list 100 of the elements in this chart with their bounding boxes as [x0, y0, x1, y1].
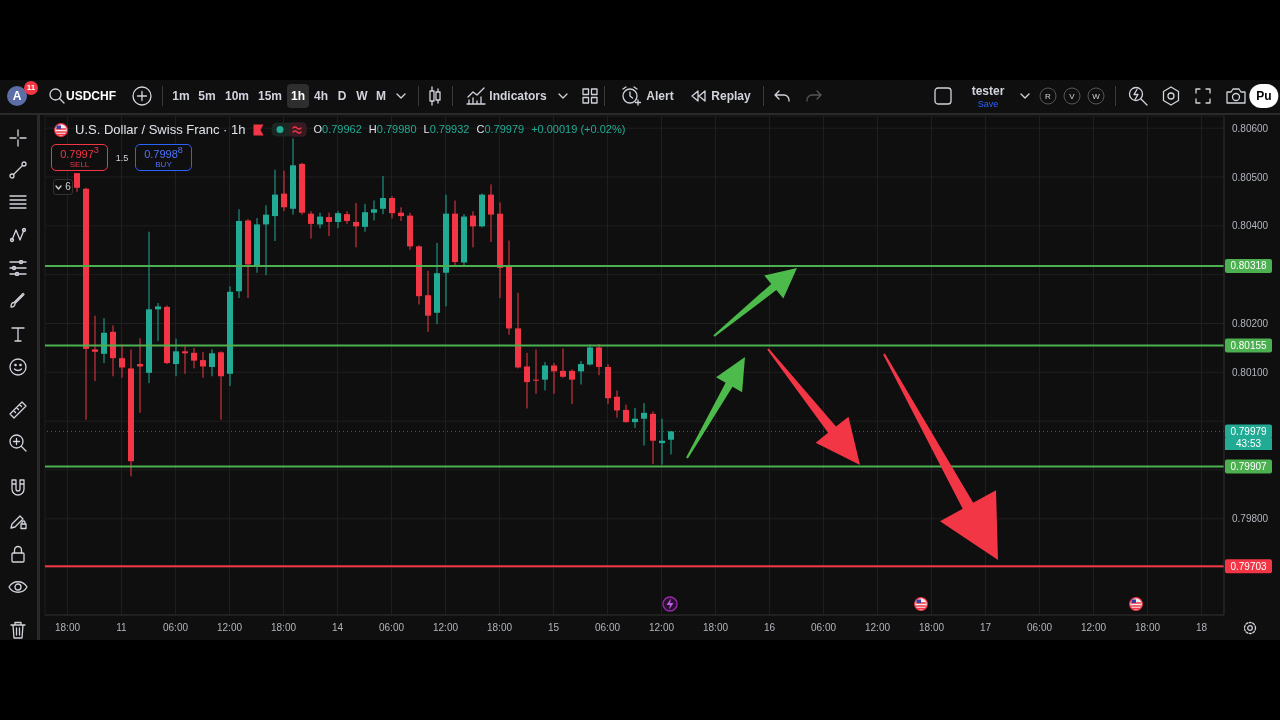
annotation: BUY [155, 160, 172, 170]
candlestick [209, 348, 215, 377]
text: R [1039, 87, 1057, 105]
candlestick [344, 210, 350, 225]
annotation: 6 [65, 181, 71, 192]
text: Pu [1249, 84, 1279, 108]
candlestick [281, 170, 287, 212]
candlestick [362, 203, 368, 233]
x-tick-label: 06:00 [162, 622, 189, 634]
button: 6 [53, 179, 73, 195]
candlestick [119, 344, 125, 379]
x-tick-label: 12:00 [864, 622, 891, 634]
candlestick [101, 317, 107, 364]
text: V [1063, 87, 1081, 105]
y-tick-label: 0.79800 [1232, 513, 1269, 525]
candlestick [524, 352, 530, 409]
x-tick-label: 06:00 [1026, 622, 1053, 634]
candlestick [425, 270, 431, 333]
text: M [376, 89, 386, 103]
x-tick-label: 06:00 [594, 622, 621, 634]
candlestick [335, 210, 341, 229]
text: tester [971, 84, 1005, 98]
x-tick-label: 16 [763, 622, 776, 634]
annotation: 1.5 [115, 152, 129, 163]
candlestick [200, 351, 206, 379]
candlestick [389, 195, 395, 220]
y-tick-label: 0.80600 [1232, 122, 1269, 134]
candlestick [182, 345, 188, 375]
ref-line-label: 0.79979 [1230, 425, 1268, 437]
text: 43:53 [1225, 438, 1272, 451]
candlestick [578, 360, 584, 386]
text: 1m [172, 89, 190, 103]
candlestick [371, 199, 377, 221]
ref-line-label: 0.80318 [1230, 260, 1268, 272]
x-tick-label: 17 [979, 622, 992, 634]
text: Indicators [489, 89, 547, 103]
candlestick [596, 343, 602, 376]
candlestick [191, 347, 197, 369]
y-tick-label: 0.80200 [1232, 318, 1269, 330]
button: 0.7998$^{8}$ BUY [135, 144, 192, 171]
annotation: 0.7997$^{3}$ [60, 144, 99, 160]
candlestick [587, 344, 593, 366]
x-tick-label: 12:00 [432, 622, 459, 634]
text: 5m [198, 89, 216, 103]
annotation: SELL [69, 160, 90, 170]
annotation: L0.79932 [423, 123, 470, 135]
x-tick-label: 11 [116, 622, 128, 634]
ref-line-label: 0.80155 [1230, 339, 1268, 351]
candlestick [488, 183, 494, 243]
annotation: +0.00019 (+0.02%) [531, 123, 626, 135]
x-tick-label: 18:00 [270, 622, 297, 634]
candlestick [353, 202, 359, 248]
text: Save [977, 98, 999, 109]
ref-line-label: 0.79703 [1230, 560, 1268, 572]
text: U.S. Dollar / Swiss Franc · 1h [75, 122, 246, 137]
x-tick-label: 18:00 [702, 622, 729, 634]
text: D [337, 89, 347, 103]
candlestick [623, 404, 629, 424]
x-tick-label: 12:00 [1080, 622, 1107, 634]
text: W [1087, 87, 1105, 105]
x-tick-label: 12:00 [648, 622, 675, 634]
text: W [356, 89, 368, 103]
y-tick-label: 0.80100 [1232, 366, 1269, 378]
x-tick-label: 18:00 [54, 622, 81, 634]
text: USDCHF [66, 89, 116, 103]
annotation: O0.79962 [313, 123, 362, 135]
candlestick [380, 175, 386, 215]
text: A [7, 86, 27, 106]
x-tick-label: 15 [547, 622, 560, 634]
button: 0.7997$^{3}$ SELL [51, 144, 108, 171]
x-tick-label: 06:00 [378, 622, 405, 634]
text: Replay [711, 89, 751, 103]
x-tick-label: 18:00 [918, 622, 945, 634]
candlestick [614, 389, 620, 419]
x-tick-label: 06:00 [810, 622, 837, 634]
x-tick-label: 14 [331, 622, 344, 634]
ref-line-label: 0.79907 [1230, 461, 1268, 473]
x-tick-label: 18:00 [486, 622, 513, 634]
text: Alert [646, 89, 674, 103]
text: 4h [313, 89, 329, 103]
annotation: 0.7998$^{8}$ [144, 144, 183, 160]
candlestick [272, 169, 278, 242]
candlestick [263, 204, 269, 276]
candlestick [155, 302, 161, 342]
candlestick [470, 210, 476, 248]
candlestick [569, 368, 575, 405]
y-tick-label: 0.80400 [1232, 220, 1269, 232]
text: 15m [257, 89, 283, 103]
candlestick [542, 361, 548, 391]
candlestick [560, 347, 566, 379]
text: 10m [224, 89, 250, 103]
candlestick [173, 338, 179, 377]
y-tick-label: 0.80500 [1232, 171, 1269, 183]
text: 1h [286, 84, 310, 108]
text: 11 [24, 81, 38, 95]
x-tick-label: 12:00 [216, 622, 243, 634]
candlestick [92, 315, 98, 382]
annotation: H0.79980 [368, 123, 417, 135]
x-tick-label: 18:00 [1134, 622, 1161, 634]
candlestick [326, 212, 332, 237]
